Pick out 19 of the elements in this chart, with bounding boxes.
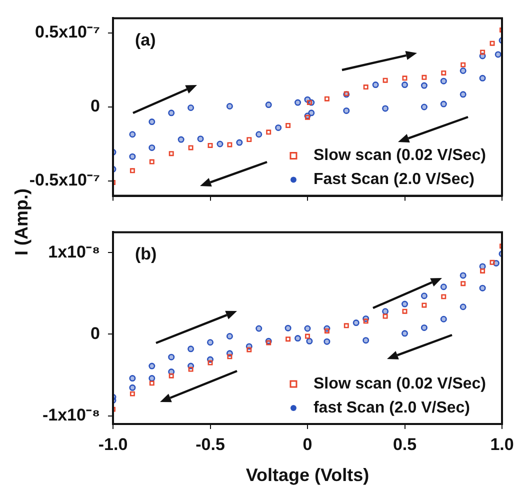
y-tick-label: -1x10⁻⁸ — [42, 406, 100, 425]
y-tick-label: 0 — [90, 324, 100, 343]
x-tick-label: -1.0 — [98, 434, 128, 454]
y-axis-title: I (Amp.) — [12, 188, 32, 256]
x-tick-label: -0.5 — [196, 434, 225, 454]
x-tick-label: 0 — [302, 434, 312, 454]
x-tick-label: 1.0 — [490, 434, 514, 454]
legend-label: Slow scan (0.02 V/Sec) — [313, 375, 486, 392]
legend-label: Slow scan (0.02 V/Sec) — [313, 147, 486, 164]
annotation: (a) — [135, 30, 156, 50]
y-tick-label: 0.5x10⁻⁷ — [34, 22, 100, 42]
y-tick-label: 0 — [90, 96, 100, 116]
legend-label: fast Scan (2.0 V/Sec) — [313, 399, 470, 416]
y-tick-label: 1x10⁻⁸ — [48, 242, 100, 262]
x-axis-title: Voltage (Volts) — [246, 465, 370, 486]
x-tick-label: 0.5 — [392, 434, 417, 454]
legend-label: Fast Scan (2.0 V/Sec) — [313, 171, 474, 188]
y-tick-label: -0.5x10⁻⁷ — [29, 170, 100, 190]
annotation: (b) — [135, 244, 157, 264]
